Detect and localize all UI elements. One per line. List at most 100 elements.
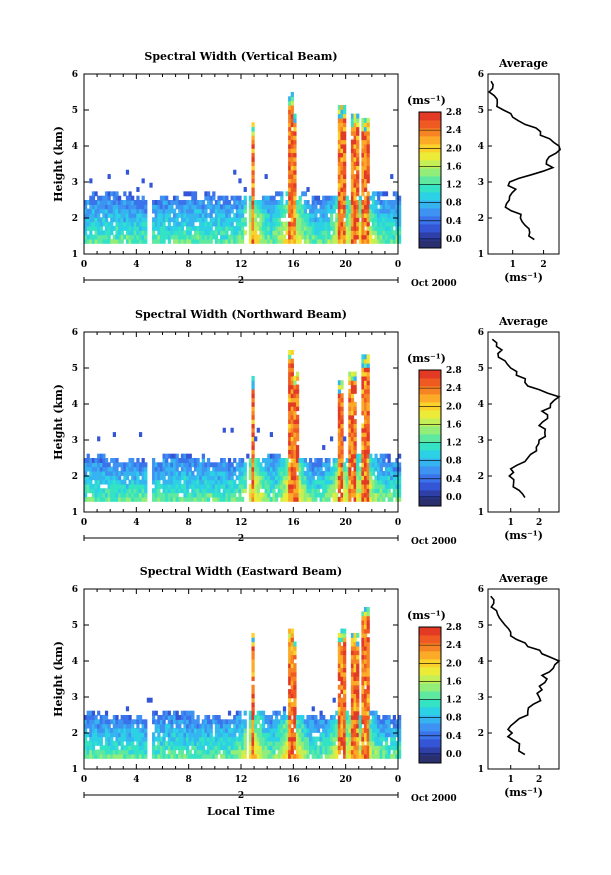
heatmap-cell	[374, 221, 378, 227]
colorbar-tick-label: 2.0	[446, 659, 462, 669]
heatmap-cell	[324, 462, 328, 468]
heatmap-cell	[298, 736, 302, 742]
x-tick-label: 20	[339, 775, 352, 785]
heatmap-cell	[366, 628, 370, 634]
heatmap-cell	[387, 745, 391, 751]
heatmap-cell	[188, 230, 192, 236]
heatmap-cell	[306, 740, 310, 746]
heatmap-cell	[311, 706, 315, 712]
heatmap-cell	[193, 462, 198, 468]
heatmap-cell	[290, 732, 294, 738]
heatmap-cell	[353, 736, 357, 742]
heatmap-cell	[306, 212, 310, 218]
heatmap-cell	[99, 208, 103, 214]
heatmap-cell	[361, 689, 365, 694]
heatmap-cell	[175, 740, 179, 746]
heatmap-cell	[162, 496, 166, 502]
heatmap-cell	[172, 466, 177, 472]
heatmap-cell	[353, 715, 357, 720]
heatmap-cell	[186, 749, 190, 755]
heatmap-cell	[350, 663, 355, 669]
heatmap-cell	[369, 753, 373, 759]
heatmap-cell	[248, 200, 253, 205]
heatmap-cell	[288, 706, 292, 712]
heatmap-cell	[165, 488, 169, 494]
heatmap-cell	[227, 749, 232, 755]
heatmap-cell	[94, 204, 98, 210]
avg-y-tick-label: 5	[478, 364, 484, 374]
heatmap-cell	[303, 458, 308, 463]
heatmap-cell	[366, 715, 370, 720]
heatmap-cell	[301, 483, 305, 489]
heatmap-cell	[340, 384, 344, 390]
heatmap-cell	[340, 113, 344, 119]
heatmap-cell	[288, 449, 292, 455]
heatmap-cell	[170, 208, 174, 214]
heatmap-cell	[356, 693, 360, 699]
heatmap-cell	[348, 208, 352, 214]
heatmap-cell	[348, 483, 352, 489]
heatmap-cell	[379, 727, 383, 733]
heatmap-cell	[99, 458, 103, 463]
heatmap-cell	[361, 470, 365, 476]
heatmap-cell	[293, 406, 297, 412]
heatmap-cell	[348, 393, 352, 399]
y-tick-label: 1	[72, 508, 78, 518]
heatmap-cell	[322, 470, 326, 476]
heatmap-cell	[227, 736, 232, 742]
chart-panel-2: Spectral Width (Eastward Beam)0 4 8 12 16 20 0…	[52, 565, 561, 818]
heatmap-cell	[390, 212, 394, 218]
heatmap-cell	[309, 458, 313, 463]
heatmap-cell	[235, 715, 239, 720]
heatmap-cell	[384, 238, 389, 244]
heatmap-cell	[350, 191, 355, 197]
heatmap-cell	[269, 217, 273, 223]
heatmap-cell	[340, 217, 344, 223]
heatmap-cell	[131, 740, 135, 746]
heatmap-cell	[288, 693, 292, 699]
heatmap-cell	[295, 488, 300, 494]
heatmap-cell	[178, 736, 182, 742]
heatmap-cell	[303, 740, 308, 746]
heatmap-cell	[392, 217, 396, 223]
heatmap-cell	[356, 654, 360, 660]
heatmap-cell	[337, 388, 342, 394]
heatmap-cell	[125, 234, 130, 240]
heatmap-cell	[264, 727, 268, 733]
y-tick-label: 6	[72, 70, 78, 80]
heatmap-cell	[259, 745, 263, 751]
heatmap-cell	[183, 238, 187, 244]
heatmap-cell	[120, 470, 124, 476]
heatmap-cell	[99, 740, 103, 746]
heatmap-cell	[188, 710, 192, 716]
heatmap-cell	[392, 470, 396, 476]
heatmap-cell	[293, 401, 297, 407]
heatmap-cell	[293, 178, 297, 184]
average-frame	[487, 331, 560, 513]
heatmap-cell	[356, 453, 360, 459]
heatmap-cell	[269, 462, 273, 468]
heatmap-cell	[350, 200, 355, 205]
heatmap-cell	[165, 462, 169, 468]
heatmap-cell	[377, 221, 381, 227]
heatmap-cell	[243, 475, 247, 481]
heatmap-cell	[107, 462, 111, 468]
heatmap-cell	[337, 169, 342, 175]
heatmap-cell	[196, 462, 200, 468]
heatmap-cell	[337, 684, 342, 690]
heatmap-cell	[314, 488, 318, 494]
heatmap-cell	[86, 238, 90, 244]
heatmap-cell	[363, 234, 368, 240]
heatmap-cell	[175, 221, 179, 227]
heatmap-cell	[107, 488, 111, 494]
heatmap-cell	[363, 139, 368, 145]
colorbar-swatch	[419, 755, 441, 764]
heatmap-cell	[170, 475, 174, 481]
heatmap-cell	[84, 492, 88, 498]
heatmap-cell	[295, 436, 300, 442]
heatmap-cell	[348, 436, 352, 442]
heatmap-cell	[366, 654, 370, 660]
heatmap-cell	[392, 753, 396, 759]
heatmap-cell	[99, 217, 103, 223]
x-tick-label: 0	[395, 518, 401, 528]
